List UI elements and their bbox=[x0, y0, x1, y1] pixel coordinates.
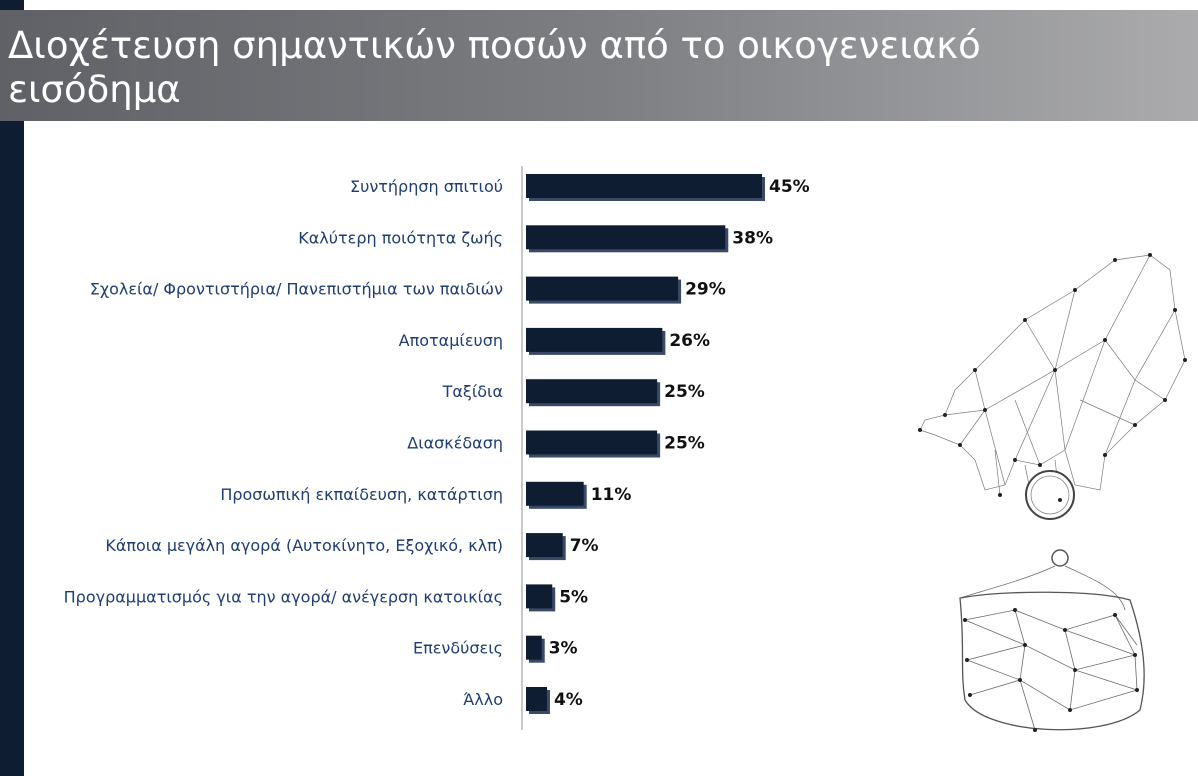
value-label: 5% bbox=[559, 587, 588, 607]
page-title: Διοχέτευση σημαντικών ποσών από το οικογ… bbox=[8, 24, 981, 111]
illustration-node bbox=[1038, 463, 1042, 467]
illustration-node bbox=[1053, 368, 1057, 372]
illustration-node bbox=[1183, 358, 1187, 362]
illustration-node bbox=[1173, 308, 1177, 312]
category-label: Ταξίδια bbox=[442, 382, 503, 401]
bar bbox=[526, 379, 658, 404]
illustration-node bbox=[968, 693, 972, 697]
bar bbox=[526, 533, 563, 558]
illustration-node bbox=[1135, 688, 1139, 692]
bar bbox=[526, 584, 553, 609]
value-label: 29% bbox=[685, 280, 726, 300]
illustration-node bbox=[1033, 728, 1037, 732]
illustration-node bbox=[963, 618, 967, 622]
value-label: 3% bbox=[549, 639, 578, 659]
value-label: 45% bbox=[769, 177, 810, 197]
bar bbox=[526, 225, 726, 250]
purse-icon bbox=[959, 549, 1145, 731]
illustration-node bbox=[1113, 613, 1117, 617]
value-label: 38% bbox=[732, 228, 773, 248]
illustration-node bbox=[1023, 643, 1027, 647]
illustration-node bbox=[1073, 288, 1077, 292]
category-label: Διασκέδαση bbox=[407, 434, 503, 453]
polygonal-hand-icon bbox=[919, 254, 1186, 501]
illustration-node bbox=[1023, 318, 1027, 322]
illustration-node bbox=[1103, 453, 1107, 457]
category-label: Επενδύσεις bbox=[413, 639, 503, 658]
illustration-node bbox=[958, 443, 962, 447]
illustration-node bbox=[1068, 708, 1072, 712]
category-label: Άλλο bbox=[463, 690, 503, 709]
bar bbox=[526, 327, 663, 352]
category-label: Αποταμίευση bbox=[399, 331, 503, 350]
illustration-node bbox=[965, 658, 969, 662]
value-label: 11% bbox=[591, 485, 632, 505]
bar bbox=[526, 276, 679, 301]
illustration-node bbox=[1133, 423, 1137, 427]
illustration-node bbox=[1013, 608, 1017, 612]
title-bar: Διοχέτευση σημαντικών ποσών από το οικογ… bbox=[0, 10, 1198, 121]
value-label: 25% bbox=[664, 382, 705, 402]
coin-icon bbox=[1025, 470, 1075, 520]
illustration-node bbox=[1103, 338, 1107, 342]
illustration-node bbox=[1018, 678, 1022, 682]
value-label: 26% bbox=[669, 331, 710, 351]
bar bbox=[526, 635, 542, 660]
illustration-node bbox=[998, 493, 1002, 497]
bar bbox=[526, 687, 547, 711]
hand-coin-purse-illustration bbox=[918, 253, 1187, 732]
left-accent-stripe bbox=[0, 0, 24, 776]
illustration-node bbox=[918, 428, 922, 432]
illustration-node bbox=[1013, 458, 1017, 462]
illustration-node bbox=[973, 368, 977, 372]
value-label: 25% bbox=[664, 434, 705, 454]
illustration-node bbox=[983, 408, 987, 412]
category-label: Προσωπική εκπαίδευση, κατάρτιση bbox=[220, 485, 503, 504]
illustration-node bbox=[1058, 498, 1062, 502]
illustration-node bbox=[1113, 258, 1117, 262]
illustration-node bbox=[1148, 253, 1152, 257]
bar bbox=[526, 481, 584, 506]
illustration-node bbox=[1073, 668, 1077, 672]
category-label: Κάποια μεγάλη αγορά (Αυτοκίνητο, Εξοχικό… bbox=[105, 536, 503, 555]
illustration-node bbox=[1133, 653, 1137, 657]
bar bbox=[526, 174, 762, 198]
category-label: Προγραμματισμός για την αγορά/ ανέγερση … bbox=[64, 587, 503, 606]
illustration-node bbox=[1063, 628, 1067, 632]
category-label: Συντήρηση σπιτιού bbox=[350, 177, 503, 196]
bar bbox=[526, 430, 658, 455]
illustration-node bbox=[943, 413, 947, 417]
value-label: 7% bbox=[570, 536, 599, 556]
illustration-node bbox=[1163, 398, 1167, 402]
value-label: 4% bbox=[554, 690, 583, 710]
category-label: Σχολεία/ Φροντιστήρια/ Πανεπιστήμια των … bbox=[90, 280, 503, 299]
category-label: Καλύτερη ποιότητα ζωής bbox=[298, 228, 503, 247]
